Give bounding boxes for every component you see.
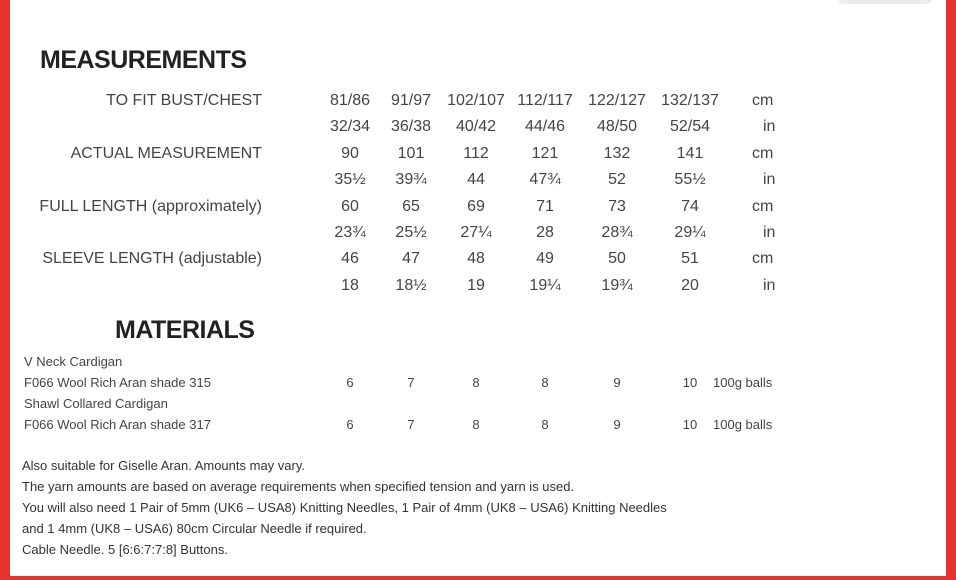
note-line: and 1 4mm (UK8 – USA6) 80cm Circular Nee…: [22, 521, 367, 536]
size-value: 81/86: [329, 92, 371, 109]
measurements-heading: MEASUREMENTS: [40, 46, 247, 74]
size-value: 50: [608, 250, 626, 268]
size-value: 27¼: [460, 224, 492, 241]
size-value: 23¾: [334, 224, 366, 241]
measurement-row: FULL LENGTH (approximately) 60 65 69 71 73 74 c…: [0, 198, 956, 222]
size-value: 35½: [334, 171, 366, 189]
size-value: 121: [531, 144, 559, 162]
size-value: 44: [467, 171, 485, 189]
size-value: 19: [467, 276, 485, 294]
material-label: Shawl Collared Cardigan: [24, 396, 168, 411]
size-value: 49: [536, 250, 554, 268]
size-value: 132: [603, 144, 631, 162]
measurement-row: 32/34 36/38 40/42 44/46 48/50 52/54 in: [0, 118, 956, 142]
size-value: 69: [467, 197, 485, 215]
material-quantity: 9: [613, 375, 621, 390]
size-value: 101: [397, 144, 425, 162]
size-value: 51: [681, 250, 699, 268]
measurement-row: ACTUAL MEASUREMENT 90 101 112 121 132 141 cm: [0, 145, 956, 169]
unit: cm: [752, 144, 774, 162]
material-quantity: 7: [407, 375, 415, 390]
size-value: 47¾: [529, 171, 561, 189]
unit: in: [763, 171, 776, 189]
note-line: Also suitable for Giselle Aran. Amounts …: [22, 458, 305, 473]
size-value: 55½: [674, 171, 706, 189]
material-unit: 100g balls: [713, 417, 773, 432]
size-value: 44/46: [524, 118, 566, 136]
material-quantity: 8: [472, 417, 480, 432]
note-line: Cable Needle. 5 [6:6:7:7:8] Buttons.: [22, 542, 228, 557]
size-value: 102/107: [447, 92, 505, 109]
material-quantity: 10: [682, 417, 698, 432]
size-value: 90: [341, 144, 359, 162]
size-value: 25½: [395, 224, 427, 241]
measurement-row: SLEEVE LENGTH (adjustable) 46 47 48 49 50 51 cm: [0, 250, 956, 274]
size-value: 91/97: [390, 92, 432, 109]
material-quantity: 10: [682, 375, 698, 390]
material-quantity: 9: [613, 417, 621, 432]
material-quantity: 7: [407, 417, 415, 432]
size-value: 132/137: [661, 92, 719, 109]
material-label: F066 Wool Rich Aran shade 315: [24, 375, 211, 390]
size-value: 73: [608, 197, 626, 215]
unit: in: [763, 118, 776, 136]
unit: cm: [752, 92, 774, 109]
material-quantity: 8: [541, 417, 549, 432]
size-value: 19¼: [529, 276, 561, 294]
size-value: 20: [681, 276, 699, 294]
material-label: F066 Wool Rich Aran shade 317: [24, 417, 211, 432]
size-value: 19¾: [601, 276, 633, 294]
unit: in: [763, 224, 776, 241]
row-label: ACTUAL MEASUREMENT: [70, 144, 262, 162]
note-line: The yarn amounts are based on average re…: [22, 479, 575, 494]
size-value: 48/50: [596, 118, 638, 136]
size-value: 32/34: [329, 118, 371, 136]
size-value: 71: [536, 197, 554, 215]
size-value: 18½: [395, 276, 427, 294]
material-quantity: 8: [472, 375, 480, 390]
row-label: FULL LENGTH (approximately): [39, 197, 262, 215]
size-value: 47: [402, 250, 420, 268]
size-value: 48: [467, 250, 485, 268]
measurement-row: 35½ 39¾ 44 47¾ 52 55½ in: [0, 171, 956, 195]
size-value: 74: [681, 197, 699, 215]
material-unit: 100g balls: [713, 375, 773, 390]
material-quantity: 6: [346, 417, 354, 432]
size-value: 65: [402, 197, 420, 215]
material-label: V Neck Cardigan: [24, 354, 123, 369]
top-tab-shape: [838, 0, 932, 4]
size-value: 52: [608, 171, 626, 189]
size-value: 28: [536, 224, 554, 241]
materials-heading: MATERIALS: [115, 316, 255, 344]
size-value: 52/54: [669, 118, 711, 136]
material-quantity: 8: [541, 375, 549, 390]
size-value: 112: [463, 144, 489, 162]
measurement-row: 23¾ 25½ 27¼ 28 28¾ 29¼ in: [0, 224, 956, 248]
size-value: 39¾: [395, 171, 427, 189]
size-value: 122/127: [588, 92, 646, 109]
size-value: 40/42: [455, 118, 497, 136]
size-value: 60: [341, 197, 359, 215]
measurement-row: TO FIT BUST/CHEST 81/86 91/97 102/107 112/11…: [0, 92, 956, 116]
size-value: 29¼: [674, 224, 706, 241]
row-label: TO FIT BUST/CHEST: [106, 92, 262, 109]
size-value: 28¾: [601, 224, 633, 241]
size-value: 36/38: [390, 118, 432, 136]
size-value: 141: [676, 144, 704, 162]
note-line: You will also need 1 Pair of 5mm (UK6 – …: [22, 500, 667, 515]
size-value: 46: [341, 250, 359, 268]
size-value: 112/117: [517, 92, 573, 109]
size-value: 18: [341, 276, 359, 294]
material-quantity: 6: [346, 375, 354, 390]
unit: cm: [752, 250, 774, 268]
unit: cm: [752, 197, 774, 215]
measurement-row: 18 18½ 19 19¼ 19¾ 20 in: [0, 277, 956, 301]
unit: in: [763, 276, 776, 294]
row-label: SLEEVE LENGTH (adjustable): [42, 250, 262, 268]
